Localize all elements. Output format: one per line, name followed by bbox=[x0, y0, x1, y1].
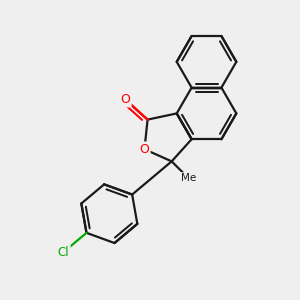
Text: Me: Me bbox=[181, 173, 196, 183]
Text: O: O bbox=[140, 143, 149, 156]
Text: Cl: Cl bbox=[58, 245, 70, 259]
Text: O: O bbox=[121, 93, 130, 106]
